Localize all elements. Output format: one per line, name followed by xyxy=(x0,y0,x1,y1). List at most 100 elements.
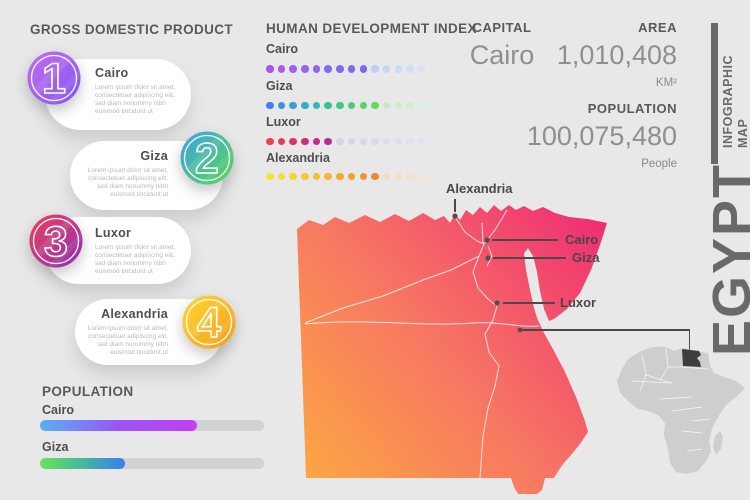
number-badge-circle: 4 xyxy=(182,295,236,349)
card-description: Lorem ipsum dolor sit amet, consectetuer… xyxy=(95,84,176,115)
population-block: POPULATION 100,075,480 People xyxy=(520,101,677,170)
hdi-dot xyxy=(382,101,391,109)
svg-text:2: 2 xyxy=(195,135,219,183)
minimap-connector-v xyxy=(688,329,691,353)
capital-label: CAPITAL xyxy=(472,20,532,35)
population-bar-track xyxy=(40,458,264,469)
number-badge-circle: 1 xyxy=(27,51,81,105)
area-label: AREA xyxy=(638,20,677,35)
population-bar-fill xyxy=(40,458,126,469)
madagascar-shape xyxy=(713,431,723,455)
card-description: Lorem ipsum dolor sit amet, consectetuer… xyxy=(95,244,176,275)
hdi-dot xyxy=(347,172,356,180)
hdi-dot xyxy=(371,137,379,145)
number-badge-circle: 2 xyxy=(180,131,234,185)
hdi-dot-row-cairo xyxy=(266,65,426,73)
population-label: POPULATION xyxy=(587,101,677,116)
hdi-dot xyxy=(406,65,414,73)
minimap-anchor-dot xyxy=(517,327,523,333)
hdi-dot xyxy=(266,137,274,145)
card-content: Alexandria Lorem ipsum dolor sit amet, co… xyxy=(80,307,168,357)
number-badge: 2 xyxy=(180,131,234,185)
hdi-dot xyxy=(301,137,309,145)
hdi-dot xyxy=(382,172,391,180)
hdi-dot xyxy=(301,65,309,73)
svg-text:4: 4 xyxy=(197,299,221,347)
hdi-dot xyxy=(359,172,367,180)
card-content: Cairo Lorem ipsum dolor sit amet, consect… xyxy=(95,66,183,116)
population-bars-heading: POPULATION xyxy=(42,384,134,399)
area-value: 1,010,408 xyxy=(556,40,677,70)
number-badge: 1 xyxy=(27,51,81,105)
side-subtitle: INFOGRAPHIC MAP xyxy=(721,55,750,148)
egypt-highlight xyxy=(682,349,701,367)
hdi-dot xyxy=(394,101,403,109)
hdi-row-label-alexandria: Alexandria xyxy=(266,151,330,165)
card-content: Luxor Lorem ipsum dolor sit amet, consect… xyxy=(95,226,183,276)
hdi-dot xyxy=(417,65,426,73)
hdi-dot xyxy=(394,65,403,73)
cairo-dot xyxy=(484,237,490,243)
hdi-dot xyxy=(289,65,297,73)
side-title-bar xyxy=(711,23,718,164)
map-label-luxor: Luxor xyxy=(560,295,597,310)
gdp-card-alexandria: Alexandria Lorem ipsum dolor sit amet, co… xyxy=(75,295,236,365)
hdi-dot xyxy=(359,101,367,109)
hdi-dot xyxy=(301,172,309,180)
minimap-connector-h xyxy=(521,329,690,331)
hdi-dot xyxy=(371,65,379,73)
africa-minimap xyxy=(617,346,745,474)
card-content: Giza Lorem ipsum dolor sit amet, consecte… xyxy=(80,149,168,199)
hdi-dot xyxy=(371,172,379,180)
gdp-heading: GROSS DOMESTIC PRODUCT xyxy=(30,22,234,37)
map-label-cairo: Cairo xyxy=(565,232,599,247)
card-city-title: Luxor xyxy=(95,226,132,240)
hdi-dot xyxy=(312,65,321,73)
side-title: EGYPT xyxy=(702,162,750,356)
hdi-dot xyxy=(266,172,274,180)
africa-shape xyxy=(617,346,745,474)
hdi-dot xyxy=(371,101,379,109)
hdi-dot xyxy=(406,137,414,145)
hdi-dot xyxy=(324,172,332,180)
alexandria-dot xyxy=(452,213,458,219)
hdi-dot-row-alexandria xyxy=(266,172,426,180)
hdi-dot xyxy=(336,65,344,73)
population-bar-label-cairo: Cairo xyxy=(42,403,74,417)
giza-leader-line xyxy=(493,257,566,259)
luxor-leader-line xyxy=(503,302,555,304)
population-value: 100,075,480 xyxy=(526,121,677,151)
hdi-dot xyxy=(394,137,403,145)
hdi-dot xyxy=(336,172,344,180)
hdi-dot xyxy=(417,137,426,145)
card-description: Lorem ipsum dolor sit amet, consectetuer… xyxy=(87,325,168,356)
svg-text:3: 3 xyxy=(44,218,68,266)
hdi-dot xyxy=(312,101,321,109)
population-bar-label-giza: Giza xyxy=(42,440,69,454)
hdi-dot xyxy=(417,101,426,109)
hdi-dot xyxy=(301,101,309,109)
hdi-dot xyxy=(324,137,332,145)
hdi-dot xyxy=(359,65,367,73)
city-dots xyxy=(452,213,523,333)
hdi-dot xyxy=(394,172,403,180)
number-badge: 3 xyxy=(29,214,83,268)
cairo-leader-line xyxy=(492,239,558,241)
hdi-dot xyxy=(324,101,332,109)
egypt-map xyxy=(297,205,607,494)
hdi-dot xyxy=(277,101,286,109)
hdi-dot xyxy=(347,101,356,109)
map-label-alexandria: Alexandria xyxy=(446,181,513,196)
capital-value: Cairo xyxy=(469,40,535,70)
card-city-title: Alexandria xyxy=(101,307,168,321)
hdi-dot xyxy=(406,101,414,109)
hdi-dot xyxy=(347,137,356,145)
hdi-dot xyxy=(289,101,297,109)
hdi-dot xyxy=(289,172,297,180)
hdi-dot xyxy=(382,65,391,73)
hdi-dot xyxy=(406,172,414,180)
population-unit: People xyxy=(641,158,677,170)
hdi-dot xyxy=(266,101,274,109)
gdp-card-giza: Giza Lorem ipsum dolor sit amet, consecte… xyxy=(70,131,234,210)
